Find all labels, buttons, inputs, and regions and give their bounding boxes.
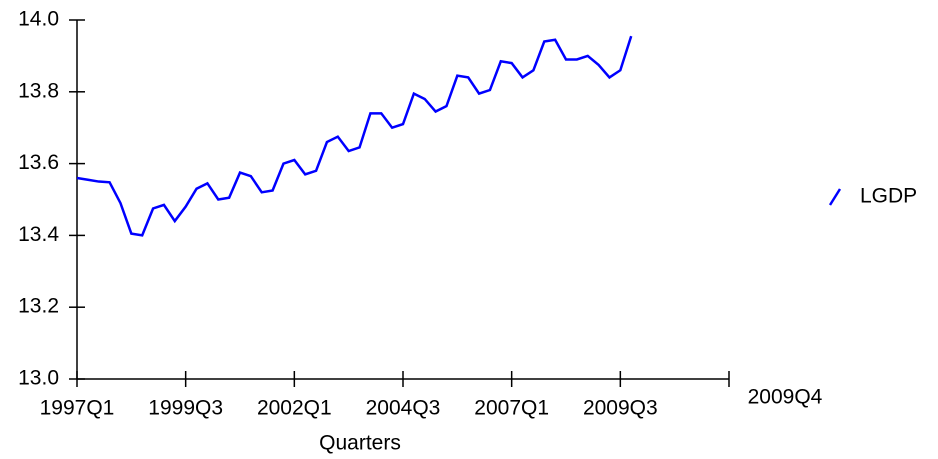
x-tick-label: 2009Q3 xyxy=(583,397,658,420)
y-tick-label: 13.0 xyxy=(18,367,59,390)
x-tick-label: 1997Q1 xyxy=(40,397,115,420)
x-tick-label: 2002Q1 xyxy=(257,397,332,420)
line-series xyxy=(76,35,633,237)
x-tick-label: 1999Q3 xyxy=(148,397,223,420)
y-tick-label: 13.4 xyxy=(18,223,59,246)
y-tick-label: 13.6 xyxy=(18,151,59,174)
y-tick-label: 13.2 xyxy=(18,295,59,318)
x-tick-label: 2004Q3 xyxy=(366,397,441,420)
x-axis-title: Quarters xyxy=(319,432,401,455)
x-tick-label: 2007Q1 xyxy=(474,397,549,420)
legend-swatch xyxy=(828,188,842,206)
annotation: 2009Q4 xyxy=(748,386,823,409)
legend-label: LGDP xyxy=(860,185,917,208)
y-tick-label: 14.0 xyxy=(18,8,59,31)
y-tick-label: 13.8 xyxy=(18,79,59,102)
